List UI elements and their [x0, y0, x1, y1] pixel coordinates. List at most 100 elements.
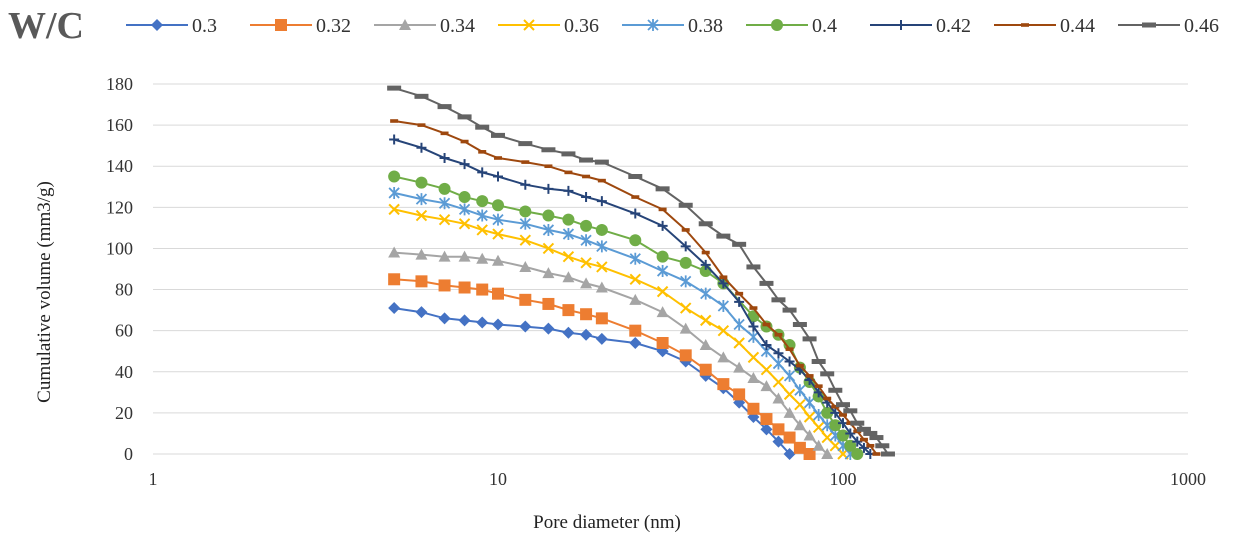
data-point	[856, 426, 871, 432]
data-point	[717, 300, 729, 312]
data-point	[747, 330, 760, 343]
data-point	[821, 406, 834, 419]
data-point	[657, 220, 668, 231]
data-point	[830, 407, 841, 418]
data-point	[476, 283, 489, 296]
y-tick-label: 180	[106, 74, 133, 94]
data-point	[459, 159, 470, 170]
data-point	[458, 250, 471, 262]
data-point	[746, 264, 761, 270]
data-point	[439, 153, 450, 163]
data-point	[866, 443, 875, 448]
data-point	[771, 297, 786, 303]
y-tick-label: 120	[106, 197, 133, 217]
data-point	[541, 147, 556, 153]
data-point	[579, 157, 594, 163]
data-point	[656, 285, 669, 298]
data-point	[875, 443, 890, 449]
x-tick-label: 1	[149, 469, 158, 489]
data-point	[783, 448, 796, 460]
legend-item: 0.36	[498, 15, 599, 37]
data-point	[717, 324, 730, 337]
data-point	[438, 213, 451, 226]
legend-label: 0.34	[440, 15, 475, 37]
data-point	[390, 119, 399, 123]
data-point	[863, 430, 878, 436]
data-point	[733, 361, 746, 373]
legend-item: 0.4	[746, 15, 837, 37]
data-point	[478, 150, 487, 154]
legend-item: 0.32	[250, 15, 351, 37]
legend-item: 0.42	[870, 15, 971, 37]
data-point	[519, 293, 532, 306]
data-point	[749, 306, 758, 310]
data-point	[803, 411, 816, 423]
x-axis-title: Pore diameter (nm)	[533, 512, 681, 533]
data-point	[542, 267, 555, 279]
data-point	[597, 178, 606, 183]
data-point	[760, 423, 773, 436]
y-axis: 0 20 40 60 80 100 120 140 160 180	[106, 74, 133, 464]
data-point	[783, 431, 796, 444]
data-point	[580, 219, 593, 232]
data-point	[836, 402, 850, 408]
data-point	[388, 186, 400, 199]
data-point	[562, 228, 575, 241]
data-point	[493, 171, 503, 182]
data-point	[793, 419, 806, 431]
data-point	[843, 408, 858, 414]
data-point	[564, 170, 573, 175]
data-point	[628, 174, 643, 179]
series-0.46	[387, 85, 895, 457]
data-point	[805, 374, 814, 378]
data-point	[681, 228, 690, 232]
data-point	[415, 176, 428, 189]
data-point	[595, 223, 608, 236]
data-point	[803, 396, 816, 409]
data-point	[520, 179, 531, 190]
data-point	[543, 183, 554, 194]
data-point	[476, 209, 488, 222]
data-point	[595, 332, 608, 345]
data-point	[735, 291, 744, 296]
data-point	[629, 337, 642, 349]
data-point	[458, 203, 471, 216]
series-line	[393, 191, 852, 455]
data-point	[717, 351, 730, 363]
data-point	[561, 151, 576, 157]
data-point	[562, 271, 575, 283]
data-point	[699, 363, 712, 376]
data-point	[521, 160, 530, 164]
data-point	[785, 347, 794, 351]
data-point	[595, 312, 608, 325]
data-point	[458, 191, 471, 204]
data-point	[477, 167, 488, 178]
y-tick-label: 0	[124, 444, 133, 464]
series-0.38	[388, 186, 856, 460]
data-point	[699, 339, 712, 351]
data-point	[594, 159, 609, 165]
data-point	[803, 429, 816, 441]
data-point	[388, 302, 401, 315]
data-point	[700, 259, 711, 270]
data-point	[747, 351, 760, 364]
data-point	[476, 316, 489, 329]
data-point	[829, 419, 842, 432]
data-point	[580, 234, 592, 247]
data-point	[388, 203, 400, 216]
data-point	[792, 322, 807, 327]
data-point	[747, 402, 760, 415]
data-point	[679, 349, 692, 362]
legend-marker	[151, 19, 163, 31]
data-point	[732, 241, 747, 247]
data-point	[823, 396, 832, 401]
data-point	[656, 265, 669, 278]
data-point	[414, 93, 429, 99]
data-point	[629, 324, 642, 337]
legend-marker	[275, 19, 287, 31]
data-point	[629, 293, 642, 305]
data-point	[872, 452, 881, 456]
data-point	[415, 275, 428, 288]
data-point	[679, 256, 692, 269]
